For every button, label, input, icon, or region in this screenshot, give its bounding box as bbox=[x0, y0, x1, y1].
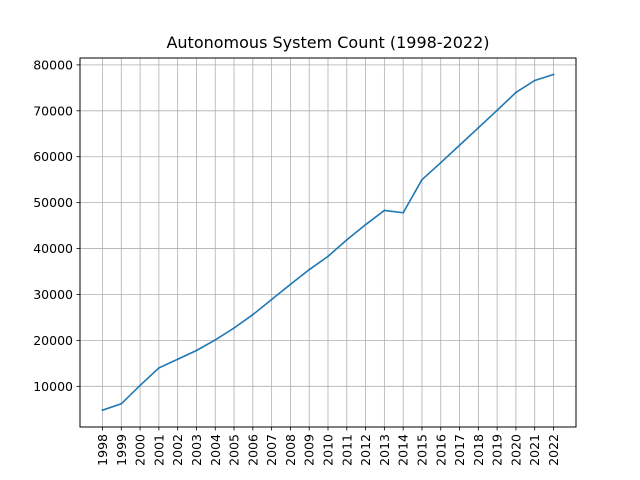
x-tick-label: 2012 bbox=[358, 434, 373, 466]
y-tick-label: 30000 bbox=[33, 287, 73, 302]
y-tick-label: 40000 bbox=[33, 241, 73, 256]
x-tick-label: 2022 bbox=[546, 434, 561, 466]
data-point-2018 bbox=[477, 126, 480, 129]
data-point-2006 bbox=[251, 313, 254, 316]
data-point-2000 bbox=[139, 384, 141, 387]
x-tick-label: 2008 bbox=[283, 434, 298, 466]
data-point-2008 bbox=[289, 283, 292, 286]
x-tick-label: 2004 bbox=[208, 434, 223, 466]
x-tick-label: 2006 bbox=[245, 434, 260, 466]
data-point-1998 bbox=[101, 409, 104, 412]
x-tick-label: 2001 bbox=[151, 434, 166, 466]
x-tick-label: 2007 bbox=[264, 434, 279, 466]
x-tick-label: 2005 bbox=[227, 434, 242, 466]
data-point-2014 bbox=[402, 211, 405, 214]
data-point-2007 bbox=[270, 298, 273, 301]
x-tick-label: 2019 bbox=[490, 434, 505, 466]
plot-frame bbox=[79, 57, 577, 428]
x-tick-label: 1999 bbox=[114, 434, 129, 466]
chart-title: Autonomous System Count (1998-2022) bbox=[166, 33, 489, 52]
data-point-2017 bbox=[458, 144, 461, 147]
data-point-2012 bbox=[364, 223, 367, 226]
y-tick-label: 60000 bbox=[33, 149, 73, 164]
y-tick-label: 80000 bbox=[33, 57, 73, 72]
data-point-2019 bbox=[496, 109, 499, 112]
x-tick-label: 2003 bbox=[189, 434, 204, 466]
data-point-2010 bbox=[327, 255, 329, 258]
data-point-2013 bbox=[383, 209, 386, 212]
x-axis: 1998 1999 2000 2001 2002 2003 2004 2005 2006 2007… bbox=[95, 427, 561, 466]
y-tick-label: 50000 bbox=[33, 195, 73, 210]
x-tick-label: 2009 bbox=[302, 434, 317, 466]
x-tick-label: 2000 bbox=[133, 434, 148, 466]
x-tick-label: 2017 bbox=[452, 434, 467, 466]
x-tick-label: 2015 bbox=[414, 434, 429, 466]
data-point-2011 bbox=[345, 238, 348, 241]
data-point-2015 bbox=[421, 178, 423, 181]
data-point-2002 bbox=[176, 358, 179, 361]
x-tick-label: 2021 bbox=[527, 434, 542, 466]
x-tick-label: 2002 bbox=[170, 434, 185, 466]
data-point-2021 bbox=[533, 79, 536, 82]
data-point-2016 bbox=[439, 161, 442, 164]
data-point-2003 bbox=[195, 349, 198, 352]
x-tick-label: 2016 bbox=[433, 434, 448, 466]
x-tick-label: 2020 bbox=[508, 434, 523, 466]
x-tick-label: 1998 bbox=[95, 434, 110, 466]
data-point-2005 bbox=[233, 327, 235, 329]
data-point-2009 bbox=[308, 268, 311, 271]
data-point-2020 bbox=[515, 91, 517, 94]
x-tick-label: 2018 bbox=[471, 434, 486, 466]
series-layer bbox=[101, 73, 555, 412]
y-tick-label: 70000 bbox=[33, 103, 73, 118]
x-tick-label: 2010 bbox=[321, 434, 336, 466]
grid-lines bbox=[80, 58, 576, 427]
x-tick-label: 2011 bbox=[339, 434, 354, 466]
data-point-2001 bbox=[157, 367, 160, 369]
data-point-2004 bbox=[214, 339, 217, 341]
x-tick-label: 2014 bbox=[396, 434, 411, 466]
x-tick-label: 2013 bbox=[377, 434, 392, 466]
y-tick-label: 10000 bbox=[33, 379, 73, 394]
data-point-1999 bbox=[120, 402, 123, 405]
y-tick-label: 20000 bbox=[33, 333, 73, 348]
data-point-2022 bbox=[552, 73, 555, 76]
y-axis: 10000 20000 30000 40000 50000 60000 70000 80000 bbox=[33, 57, 80, 394]
